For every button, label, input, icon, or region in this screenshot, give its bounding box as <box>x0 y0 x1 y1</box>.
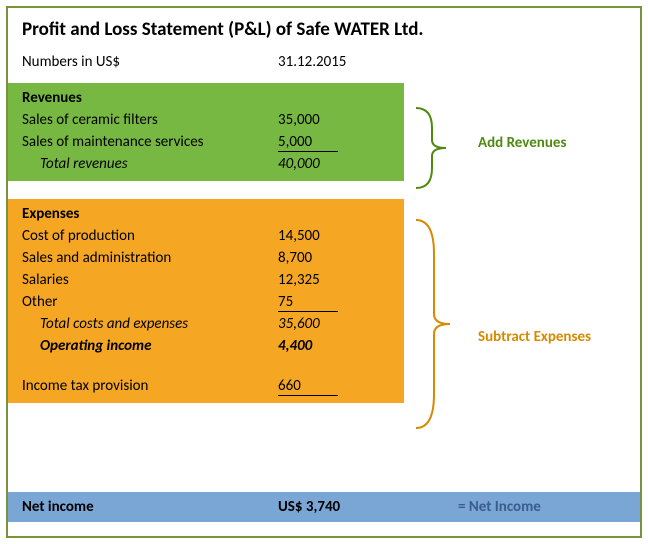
exp-item-2: Salaries 12,325 <box>8 269 404 291</box>
meta-row: Numbers in US$ 31.12.2015 <box>8 51 640 73</box>
currency-note: Numbers in US$ <box>22 53 278 71</box>
expenses-header: Expenses <box>8 203 404 225</box>
exp-total-label: Total costs and expenses <box>22 315 278 333</box>
rev-item-label: Sales of maintenance services <box>22 133 278 151</box>
net-income-row: Net income US$ 3,740 = Net Income <box>8 492 640 522</box>
annotation-expenses: Subtract Expenses <box>478 328 591 346</box>
operating-value: 4,400 <box>278 337 378 355</box>
exp-total-row: Total costs and expenses 35,600 <box>8 313 404 335</box>
statement-date: 31.12.2015 <box>278 53 378 71</box>
rev-item-1: Sales of maintenance services 5,000 <box>8 131 404 153</box>
exp-item-value: 12,325 <box>278 271 378 289</box>
brace-revenues <box>408 104 468 192</box>
rev-item-0: Sales of ceramic filters 35,000 <box>8 109 404 131</box>
brace-expenses <box>408 214 468 434</box>
tax-value: 660 <box>278 377 338 396</box>
annotation-revenues: Add Revenues <box>478 134 566 152</box>
net-value: US$ 3,740 <box>278 498 458 516</box>
rev-total-value: 40,000 <box>278 155 378 173</box>
spacer-row <box>8 357 404 375</box>
exp-item-value: 14,500 <box>278 227 378 245</box>
expenses-section: Expenses Cost of production 14,500 Sales… <box>8 199 404 403</box>
exp-item-0: Cost of production 14,500 <box>8 225 404 247</box>
revenues-header: Revenues <box>8 87 404 109</box>
operating-row: Operating income 4,400 <box>8 335 404 357</box>
exp-item-1: Sales and administration 8,700 <box>8 247 404 269</box>
statement-box: Profit and Loss Statement (P&L) of Safe … <box>6 6 642 538</box>
exp-item-label: Cost of production <box>22 227 278 245</box>
rev-item-value: 5,000 <box>278 133 338 152</box>
rev-item-label: Sales of ceramic filters <box>22 111 278 129</box>
revenues-section: Revenues Sales of ceramic filters 35,000… <box>8 83 404 181</box>
operating-label: Operating income <box>22 337 278 355</box>
exp-item-label: Sales and administration <box>22 249 278 267</box>
net-eq: = Net Income <box>458 498 618 516</box>
page-frame: Profit and Loss Statement (P&L) of Safe … <box>0 0 648 544</box>
tax-row: Income tax provision 660 <box>8 375 404 397</box>
exp-item-label: Other <box>22 293 278 311</box>
exp-item-3: Other 75 <box>8 291 404 313</box>
exp-item-value: 75 <box>278 293 338 312</box>
rev-item-value: 35,000 <box>278 111 378 129</box>
exp-total-value: 35,600 <box>278 315 378 333</box>
rev-total-row: Total revenues 40,000 <box>8 153 404 175</box>
net-label: Net income <box>22 498 278 516</box>
exp-item-value: 8,700 <box>278 249 378 267</box>
statement-title: Profit and Loss Statement (P&L) of Safe … <box>8 18 640 51</box>
exp-item-label: Salaries <box>22 271 278 289</box>
rev-total-label: Total revenues <box>22 155 278 173</box>
tax-label: Income tax provision <box>22 377 278 395</box>
